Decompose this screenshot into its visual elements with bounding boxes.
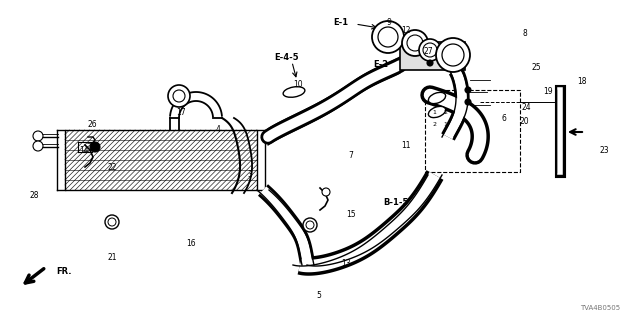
Text: E-1: E-1 <box>333 18 349 27</box>
Circle shape <box>322 188 330 196</box>
Text: 6: 6 <box>502 114 507 123</box>
Text: 28: 28 <box>29 191 38 200</box>
Text: E-2: E-2 <box>373 60 388 68</box>
Text: FR.: FR. <box>56 267 72 276</box>
Circle shape <box>402 30 428 56</box>
Circle shape <box>173 90 185 102</box>
Text: 18: 18 <box>578 77 587 86</box>
Text: 2: 2 <box>443 109 447 115</box>
Circle shape <box>442 44 464 66</box>
Ellipse shape <box>283 87 305 97</box>
Text: 14: 14 <box>79 146 90 155</box>
Circle shape <box>306 221 314 229</box>
Ellipse shape <box>428 92 445 104</box>
Text: B-1-5: B-1-5 <box>383 198 408 207</box>
Text: 10: 10 <box>292 80 303 89</box>
Text: 17: 17 <box>176 108 186 116</box>
Text: 19: 19 <box>543 87 553 96</box>
Circle shape <box>419 39 441 61</box>
Text: 21: 21 <box>108 253 116 262</box>
Text: 26: 26 <box>88 120 98 129</box>
Bar <box>425 90 520 172</box>
Text: 22: 22 <box>108 163 116 172</box>
Text: 25: 25 <box>531 63 541 72</box>
Circle shape <box>108 218 116 226</box>
Text: 16: 16 <box>186 239 196 248</box>
Text: 23: 23 <box>600 146 610 155</box>
Circle shape <box>423 43 437 57</box>
Text: 1: 1 <box>432 109 436 115</box>
Circle shape <box>33 131 43 141</box>
Text: 7: 7 <box>348 151 353 160</box>
Ellipse shape <box>428 106 445 118</box>
Circle shape <box>436 38 470 72</box>
Circle shape <box>372 21 404 53</box>
Text: 9: 9 <box>387 18 392 27</box>
Text: 3: 3 <box>247 170 252 179</box>
Text: 12: 12 <box>402 26 411 35</box>
Circle shape <box>90 142 100 152</box>
Bar <box>400 42 465 70</box>
Circle shape <box>427 60 433 66</box>
Text: 4: 4 <box>215 125 220 134</box>
Circle shape <box>303 218 317 232</box>
Circle shape <box>33 141 43 151</box>
Circle shape <box>465 99 471 105</box>
Text: 5: 5 <box>316 292 321 300</box>
Text: TVA4B0505: TVA4B0505 <box>580 305 620 311</box>
Circle shape <box>407 35 423 51</box>
Circle shape <box>378 27 398 47</box>
Text: 2: 2 <box>432 122 436 126</box>
Text: 15: 15 <box>346 210 356 219</box>
Bar <box>65 130 257 190</box>
Text: 27: 27 <box>424 47 434 56</box>
Text: E-4-5: E-4-5 <box>275 53 299 62</box>
Text: 24: 24 <box>522 103 532 112</box>
Circle shape <box>105 215 119 229</box>
Text: 13: 13 <box>340 260 351 268</box>
Text: 11: 11 <box>402 141 411 150</box>
Text: 1: 1 <box>443 122 447 126</box>
Circle shape <box>168 85 190 107</box>
Circle shape <box>465 87 471 93</box>
Text: 20: 20 <box>520 117 530 126</box>
Text: 8: 8 <box>522 29 527 38</box>
